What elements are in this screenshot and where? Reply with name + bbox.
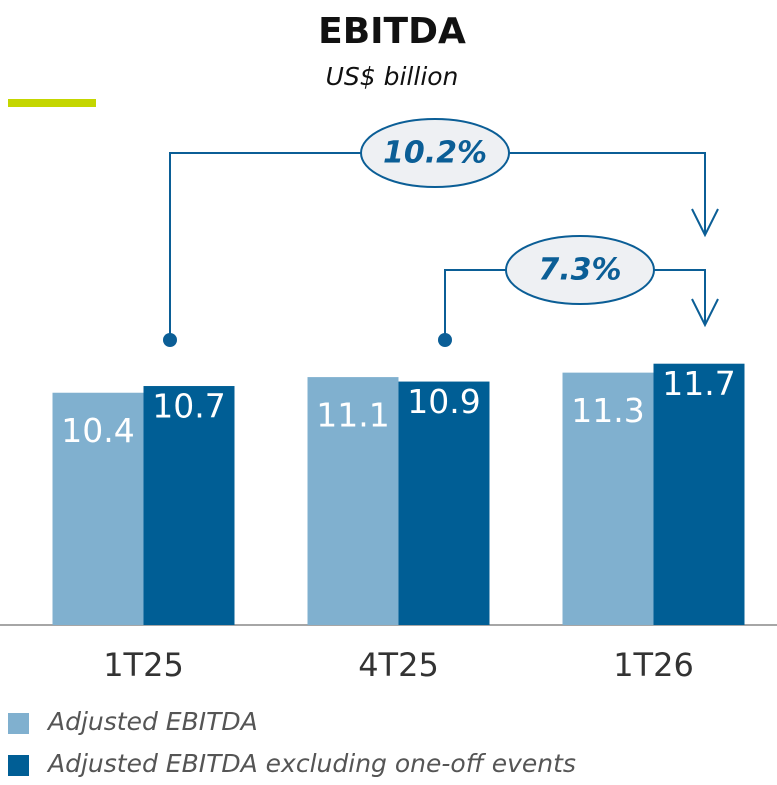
connector-dot [163, 333, 177, 347]
accent-bar [8, 99, 96, 107]
x-tick-label: 1T26 [613, 646, 694, 684]
bar [307, 377, 399, 625]
value-label: 11.3 [571, 391, 644, 430]
annotation-bubble [505, 235, 655, 305]
legend-label: Adjusted EBITDA [46, 707, 258, 736]
bar [52, 392, 144, 625]
annotation: 7.3% [538, 253, 621, 288]
legend-swatch [8, 713, 29, 734]
x-tick-label: 4T25 [358, 646, 439, 684]
chart-subtitle: US$ billion [326, 62, 459, 91]
value-label: 10.7 [152, 387, 225, 426]
value-label: 11.7 [662, 364, 735, 403]
value-label: 10.9 [407, 382, 480, 421]
legend-label: Adjusted EBITDA excluding one-off events [46, 749, 576, 778]
value-label: 10.4 [61, 411, 134, 450]
value-label: 11.1 [316, 396, 389, 435]
annotation-bubble [360, 118, 510, 188]
arrow-head [691, 208, 719, 238]
bar [398, 381, 490, 625]
bar [143, 386, 235, 625]
connector-dot [438, 333, 452, 347]
bar [653, 363, 745, 625]
bar [562, 372, 654, 625]
x-tick-label: 1T25 [103, 646, 184, 684]
arrow-head [691, 298, 719, 328]
annotation: 10.2% [383, 136, 487, 171]
legend-swatch [8, 755, 29, 776]
chart-title: EBITDA [318, 11, 466, 52]
